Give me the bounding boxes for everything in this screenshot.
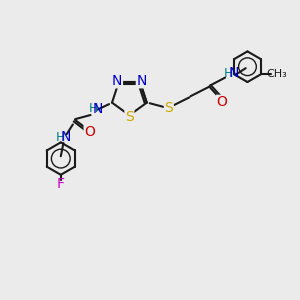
Text: O: O: [84, 125, 95, 140]
Text: N: N: [228, 66, 239, 80]
Text: N: N: [61, 130, 71, 144]
Text: S: S: [125, 110, 134, 124]
Text: CH₃: CH₃: [266, 69, 287, 80]
Text: O: O: [216, 95, 227, 109]
Text: F: F: [57, 177, 65, 190]
Text: H: H: [224, 67, 233, 80]
Text: S: S: [164, 101, 173, 115]
Text: N: N: [93, 101, 103, 116]
Text: H: H: [56, 130, 65, 144]
Text: N: N: [112, 74, 122, 88]
Text: N: N: [136, 74, 147, 88]
Text: H: H: [89, 102, 98, 115]
